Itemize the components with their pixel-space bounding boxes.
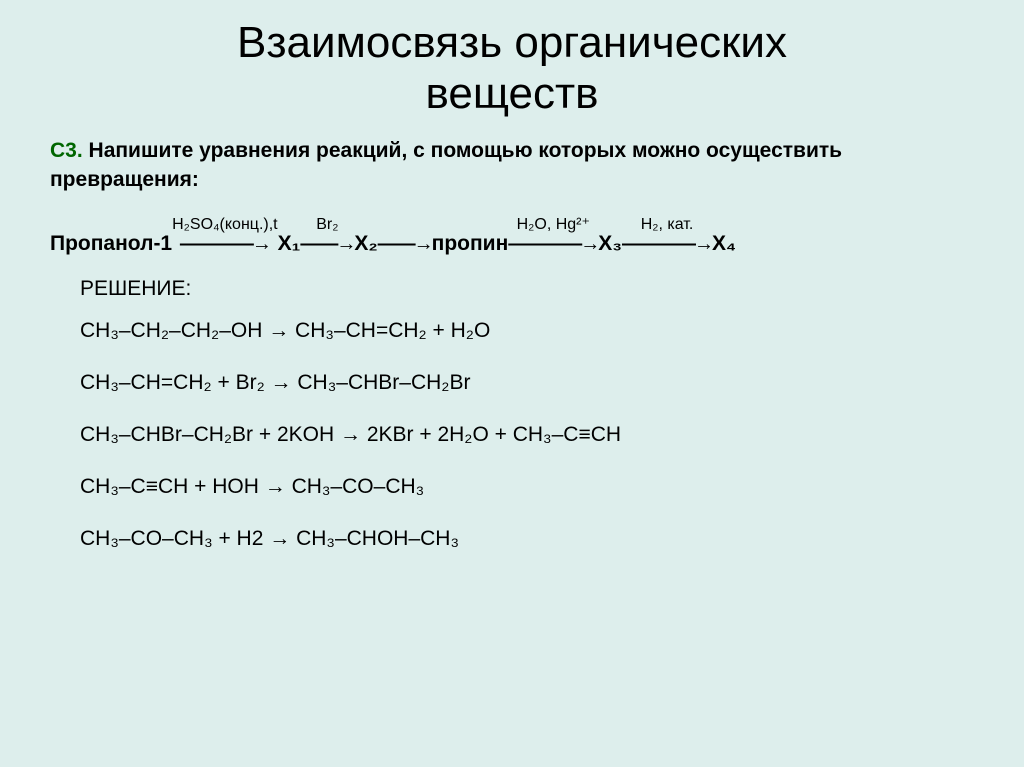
- equation-3: CH₃–CHBr–CH₂Br + 2KOH → 2KBr + 2H₂O + CH…: [80, 423, 974, 447]
- scheme-x3: X₃: [598, 216, 622, 255]
- scheme-propine: пропин: [432, 216, 509, 255]
- transformation-scheme: Пропанол-1 H₂SO₄(конц.),t ————→ X₁ Br₂ —…: [50, 216, 974, 255]
- scheme-arrow-5: H₂, кат. ————→: [622, 217, 712, 255]
- scheme-compound-start: Пропанол-1: [50, 216, 172, 255]
- scheme-arrow-4: H₂O, Hg²⁺ ————→: [508, 217, 598, 255]
- slide-title: Взаимосвязь органических веществ: [50, 18, 974, 119]
- task-text: Напишите уравнения реакций, с помощью ко…: [50, 139, 842, 190]
- title-line-2: веществ: [425, 69, 598, 118]
- condition-2: Br₂: [316, 217, 338, 234]
- compound-propanol: Пропанол-1: [50, 233, 172, 255]
- compound-propine: пропин: [432, 233, 509, 255]
- equation-1: CH₃–CH₂–CH₂–OH → CH₃–CH=CH₂ + H₂O: [80, 319, 974, 343]
- condition-4: H₂O, Hg²⁺: [517, 217, 590, 234]
- compound-x4: X₄: [712, 233, 736, 255]
- title-line-1: Взаимосвязь органических: [237, 18, 787, 67]
- compound-x2: X₂: [354, 233, 377, 255]
- scheme-arrow-1: H₂SO₄(конц.),t ————→: [172, 217, 277, 255]
- compound-x1: X₁: [278, 233, 301, 255]
- scheme-x4: X₄: [712, 216, 736, 255]
- condition-1: H₂SO₄(конц.),t: [172, 217, 277, 234]
- equation-4: CH₃–C≡CH + HOH → CH₃–CO–CH₃: [80, 475, 974, 499]
- equation-5: CH₃–CO–CH₃ + H2 → CH₃–CHOH–CH₃: [80, 527, 974, 551]
- solution-section: РЕШЕНИЕ: CH₃–CH₂–CH₂–OH → CH₃–CH=CH₂ + H…: [50, 277, 974, 551]
- scheme-arrow-3: ——→: [378, 217, 432, 255]
- scheme-x2: X₂: [354, 216, 377, 255]
- task-label: С3.: [50, 139, 83, 162]
- scheme-arrow-2: Br₂ ——→: [300, 217, 354, 255]
- compound-x3: X₃: [598, 233, 622, 255]
- task-statement: С3. Напишите уравнения реакций, с помощь…: [50, 137, 974, 194]
- scheme-x1: X₁: [278, 216, 301, 255]
- equation-2: CH₃–CH=CH₂ + Br₂ → CH₃–CHBr–CH₂Br: [80, 371, 974, 395]
- solution-label: РЕШЕНИЕ:: [80, 277, 974, 301]
- condition-5: H₂, кат.: [641, 217, 694, 234]
